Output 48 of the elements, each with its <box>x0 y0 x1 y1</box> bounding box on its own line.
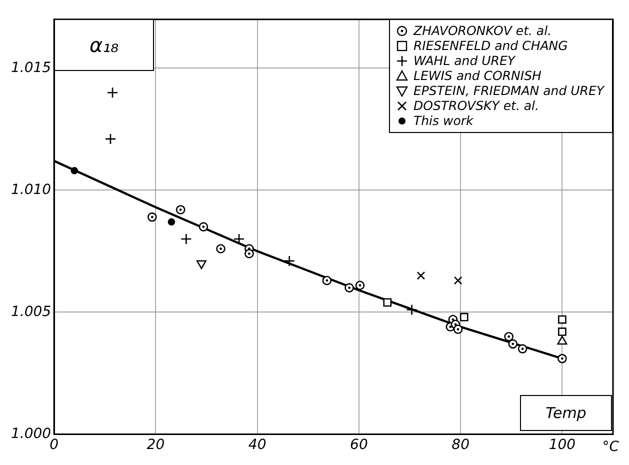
y-tick-label: 1.015 <box>10 60 52 76</box>
point <box>106 86 118 98</box>
legend-label: ZHAVORONKOV et. al. <box>414 23 552 38</box>
legend-label: RIESENFELD and CHANG <box>414 38 568 54</box>
x-tick-label: 60 <box>350 437 368 454</box>
x-tick-label: 40 <box>248 437 266 454</box>
point <box>198 222 208 232</box>
point <box>416 271 426 280</box>
point <box>176 205 186 214</box>
point <box>355 280 365 290</box>
point <box>518 344 528 354</box>
legend-label: WAHL and UREY <box>414 53 515 68</box>
y-tick-label: 1.000 <box>10 426 52 442</box>
point <box>244 248 254 258</box>
point <box>557 336 568 345</box>
y-axis-title: α₁₈ <box>89 33 119 58</box>
point <box>558 328 566 336</box>
point <box>168 218 176 226</box>
x-tick-label: 0 <box>50 437 59 454</box>
point <box>196 260 206 270</box>
point <box>180 233 192 245</box>
point <box>147 212 157 222</box>
legend-label: EPSTEIN, FRIEDMAN and UREY <box>414 83 604 98</box>
point <box>216 244 226 254</box>
point <box>453 324 463 334</box>
point <box>104 133 116 145</box>
point <box>504 332 514 342</box>
point <box>284 255 295 267</box>
x-tick-label: 20 <box>146 437 165 454</box>
x-tick-label: 100 <box>548 437 576 454</box>
x-tick-label: 80 <box>452 437 470 454</box>
point <box>460 312 468 322</box>
point <box>70 167 78 174</box>
y-tick-label: 1.005 <box>10 304 52 320</box>
x-axis-title: Temp <box>546 404 586 422</box>
point <box>558 354 567 364</box>
point <box>508 339 518 349</box>
text: °C <box>602 438 620 455</box>
point <box>322 276 332 286</box>
point <box>558 315 566 324</box>
legend-label: LEWIS and CORNISH <box>414 68 542 84</box>
point <box>406 304 418 316</box>
point <box>454 276 462 285</box>
point <box>344 283 354 292</box>
legend-label: This work <box>414 113 474 128</box>
y-tick-label: 1.010 <box>10 182 52 198</box>
legend-label: DOSTROVSKY et. al. <box>414 98 539 114</box>
point <box>383 298 392 307</box>
